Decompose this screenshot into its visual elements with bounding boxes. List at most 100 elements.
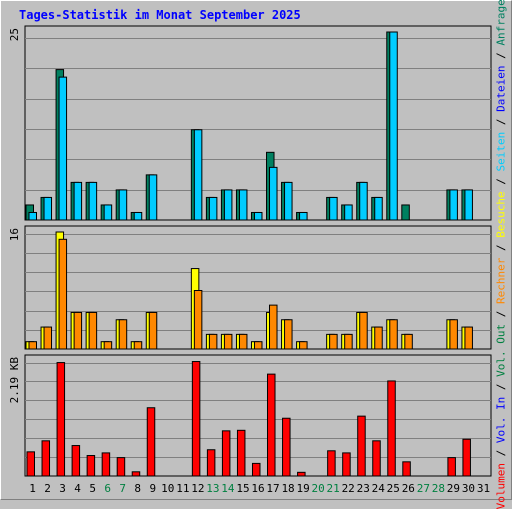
bar-rechner-day-16	[253, 341, 263, 350]
ymax-label-requests: 25	[8, 28, 21, 41]
bar-volumen-day-21	[327, 450, 336, 477]
bar-volumen-day-6	[101, 452, 111, 477]
ymax-label-volume: 2.19 KB	[8, 357, 21, 404]
legend-separator: /	[494, 45, 508, 66]
bar-volumen-day-8	[131, 471, 141, 477]
bar-rechner-day-13	[208, 333, 218, 350]
bar-dateien-day-25	[389, 31, 398, 221]
bar-rechner-day-26	[404, 333, 413, 350]
bar-rechner-day-2	[43, 326, 53, 350]
x-tick-4: 4	[74, 482, 81, 495]
bar-rechner-day-25	[389, 319, 398, 350]
bar-dateien-day-6	[103, 204, 113, 221]
legend-item-volumen: Volumen	[494, 462, 508, 509]
bar-dateien-day-4	[73, 181, 83, 221]
bar-volumen-day-17	[267, 373, 276, 477]
legend-separator: /	[494, 171, 508, 192]
bar-volumen-day-23	[357, 415, 366, 477]
bar-dateien-day-29	[449, 189, 458, 221]
panel-requests	[24, 25, 492, 221]
legend-text: Volumen / Vol. In / Vol. Out / Rechner /…	[495, 0, 508, 509]
x-tick-8: 8	[134, 482, 141, 495]
bar-volumen-day-7	[116, 457, 126, 477]
bar-rechner-day-3	[58, 238, 68, 350]
bar-rechner-day-23	[359, 311, 368, 350]
bar-volumen-day-2	[41, 440, 51, 477]
bar-rechner-day-18	[284, 319, 293, 350]
bar-dateien-day-23	[359, 181, 368, 221]
legend-item-dateien: Dateien	[494, 65, 508, 112]
bar-rechner-day-4	[73, 311, 83, 350]
x-tick-3: 3	[59, 482, 66, 495]
bar-dateien-day-7	[118, 189, 128, 221]
legend-item-besuche: Besuche	[494, 191, 508, 238]
bar-dateien-day-22	[344, 204, 353, 221]
legend-separator: /	[494, 237, 508, 258]
bar-dateien-day-24	[374, 196, 383, 221]
bar-rechner-day-15	[238, 333, 248, 350]
bar-anfragen-day-26	[401, 204, 410, 221]
bar-rechner-day-22	[344, 333, 353, 350]
bar-volumen-day-16	[251, 462, 261, 477]
legend-separator: /	[494, 111, 508, 132]
bar-volumen-day-5	[86, 455, 96, 477]
bar-dateien-day-16	[253, 211, 263, 221]
legend-separator: /	[494, 303, 508, 324]
bar-rechner-day-24	[374, 326, 383, 350]
bar-dateien-day-2	[43, 196, 53, 221]
bar-volumen-day-26	[402, 461, 411, 477]
bar-rechner-day-5	[88, 311, 98, 350]
bar-dateien-day-21	[329, 196, 338, 221]
x-tick-20: 20	[312, 482, 325, 495]
bar-volumen-day-9	[146, 407, 156, 477]
legend-separator: /	[494, 376, 508, 397]
bar-volumen-day-4	[71, 445, 81, 477]
bar-rechner-day-17	[269, 304, 278, 350]
x-tick-7: 7	[119, 482, 126, 495]
bar-volumen-day-29	[447, 457, 456, 477]
panel-visits	[24, 225, 492, 350]
bar-rechner-day-8	[133, 341, 143, 350]
x-tick-28: 28	[432, 482, 445, 495]
bar-rechner-day-7	[118, 319, 128, 350]
bar-volumen-day-22	[342, 452, 351, 477]
legend-item-vol_out: Vol. Out	[494, 323, 508, 377]
ymax-label-visits: 16	[8, 228, 21, 241]
bar-rechner-day-30	[464, 326, 473, 350]
bar-volumen-day-15	[236, 429, 246, 477]
x-tick-26: 26	[402, 482, 415, 495]
x-tick-19: 19	[296, 482, 309, 495]
x-tick-11: 11	[176, 482, 189, 495]
x-tick-15: 15	[236, 482, 249, 495]
x-tick-6: 6	[104, 482, 111, 495]
bar-volumen-day-13	[206, 449, 216, 477]
x-tick-22: 22	[342, 482, 355, 495]
x-tick-14: 14	[221, 482, 235, 495]
x-tick-23: 23	[357, 482, 370, 495]
x-tick-9: 9	[149, 482, 156, 495]
bar-dateien-day-18	[284, 181, 293, 221]
x-tick-17: 17	[266, 482, 279, 495]
bar-volumen-day-12	[191, 361, 201, 477]
legend-item-seiten: Seiten	[494, 131, 508, 172]
bar-rechner-day-29	[449, 319, 458, 350]
x-tick-30: 30	[462, 482, 475, 495]
bar-dateien-day-15	[238, 189, 248, 221]
bar-rechner-day-1	[28, 341, 37, 350]
bar-dateien-day-1	[28, 211, 37, 221]
bar-dateien-day-8	[133, 211, 143, 221]
bar-dateien-day-14	[223, 189, 233, 221]
x-tick-1: 1	[29, 482, 36, 495]
bar-volumen-day-19	[297, 471, 306, 477]
bar-dateien-day-19	[299, 211, 308, 221]
bar-volumen-day-25	[387, 380, 396, 477]
bar-rechner-day-12	[193, 290, 203, 350]
x-tick-25: 25	[387, 482, 400, 495]
bar-rechner-day-9	[148, 311, 158, 350]
bar-dateien-day-5	[88, 181, 98, 221]
bar-volumen-day-30	[462, 438, 471, 477]
bar-volumen-day-14	[221, 430, 231, 477]
x-tick-2: 2	[44, 482, 51, 495]
x-tick-21: 21	[327, 482, 340, 495]
bar-dateien-day-3	[58, 76, 68, 221]
